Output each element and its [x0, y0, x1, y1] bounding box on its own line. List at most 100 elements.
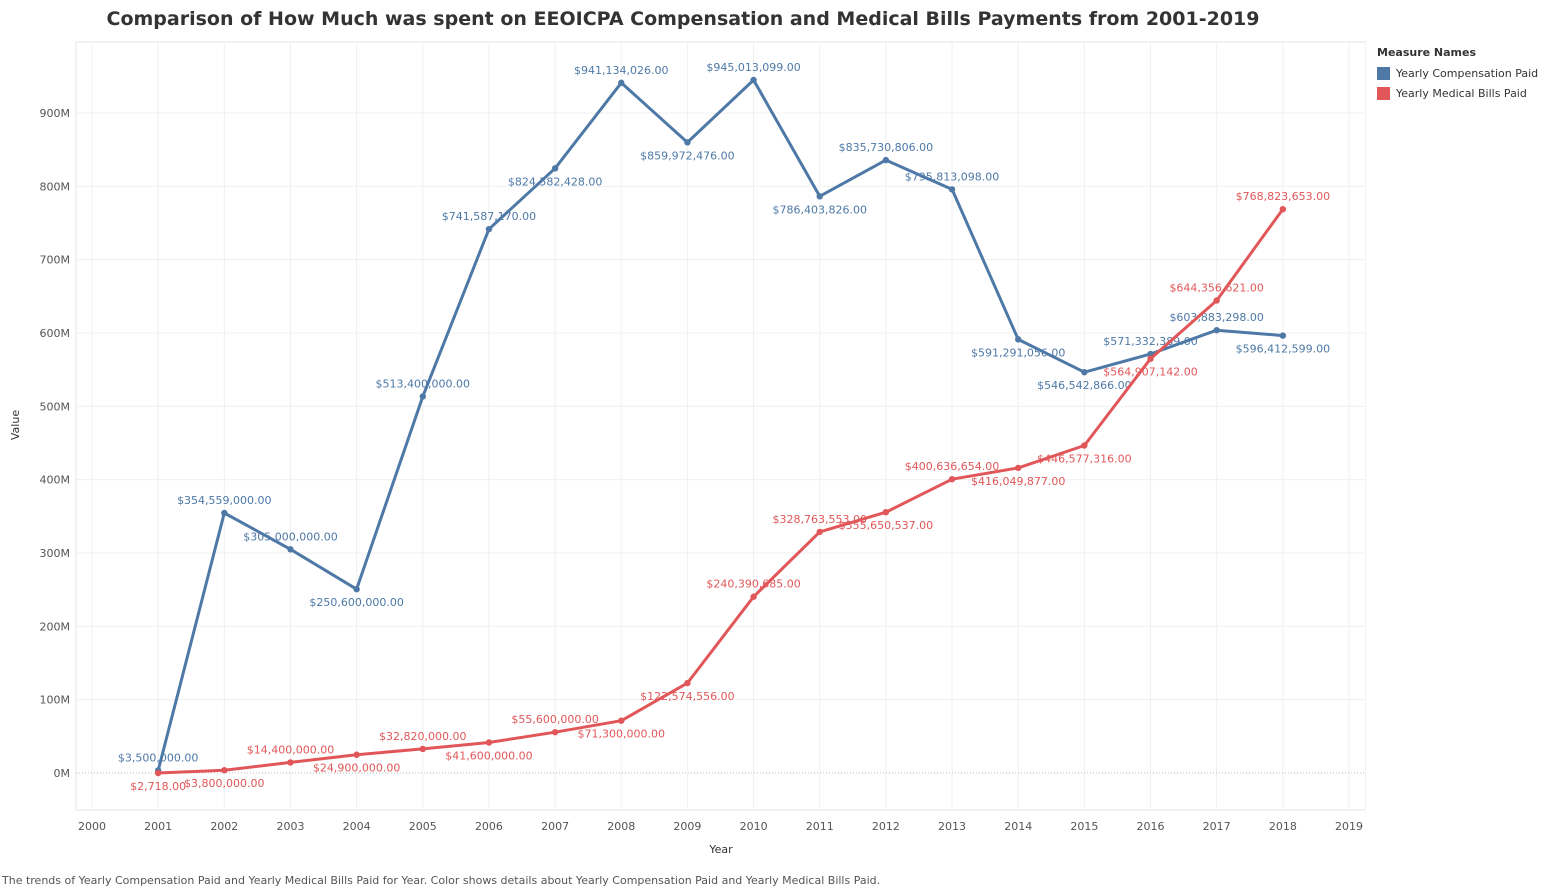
data-label: $3,500,000.00 [118, 751, 198, 764]
data-label: $546,542,866.00 [1037, 379, 1131, 392]
data-label: $941,134,026.00 [574, 64, 668, 77]
legend-item-medical[interactable]: Yearly Medical Bills Paid [1377, 83, 1538, 103]
data-label: $945,013,099.00 [706, 61, 800, 74]
x-tick-label: 2000 [78, 820, 106, 833]
data-label: $240,390,685.00 [706, 578, 800, 591]
data-label: $795,813,098.00 [905, 170, 999, 183]
legend-swatch-compensation [1377, 66, 1390, 80]
series-line-1 [158, 208, 1285, 775]
x-tick-label: 2001 [144, 820, 172, 833]
data-label: $122,574,556.00 [640, 690, 734, 703]
data-label: $786,403,826.00 [772, 203, 866, 216]
x-tick-label: 2017 [1203, 820, 1231, 833]
x-tick-label: 2004 [343, 820, 371, 833]
data-point [154, 769, 162, 777]
y-axis-title: Value [9, 410, 22, 440]
data-label: $250,600,000.00 [309, 596, 403, 609]
x-tick-label: 2003 [276, 820, 304, 833]
data-point [750, 76, 757, 84]
data-point [1213, 326, 1220, 334]
data-label: $71,300,000.00 [578, 728, 665, 741]
data-point [1213, 297, 1220, 304]
data-label: $24,900,000.00 [313, 762, 400, 775]
data-point [684, 679, 691, 687]
data-point [618, 717, 625, 724]
data-label: $3,800,000.00 [184, 777, 264, 790]
data-point [287, 759, 294, 766]
series-line-0 [156, 78, 1283, 771]
x-tick-label: 2002 [210, 820, 238, 833]
data-label: $416,049,877.00 [971, 475, 1065, 488]
line-chart: 2000 2001 2002 2003 2004 2005 2006 2007 2008 2009… [9, 41, 1366, 856]
x-tick-label: 2015 [1070, 820, 1098, 833]
data-point [1081, 369, 1088, 376]
legend-label-medical: Yearly Medical Bills Paid [1396, 86, 1527, 100]
y-tick-label: 600M [40, 327, 71, 340]
data-label: $564,907,142.00 [1103, 366, 1197, 379]
data-point [485, 739, 493, 746]
data-label: $2,718.00 [130, 780, 186, 793]
x-tick-label: 2006 [475, 820, 503, 833]
data-point [1279, 332, 1287, 339]
data-point [419, 745, 426, 753]
x-tick-label: 2014 [1004, 820, 1032, 833]
data-point [1147, 355, 1154, 362]
data-point [353, 586, 360, 593]
data-point [948, 186, 956, 193]
data-point [221, 509, 228, 517]
data-point [816, 528, 823, 536]
data-label: $859,972,476.00 [640, 149, 734, 162]
data-label: $644,356,621.00 [1169, 281, 1263, 294]
data-label: $305,000,000.00 [243, 530, 337, 543]
chart-caption: The trends of Yearly Compensation Paid a… [2, 874, 881, 887]
x-tick-label: 2013 [938, 820, 966, 833]
data-point [1015, 336, 1022, 343]
x-tick-label: 2012 [872, 820, 900, 833]
data-label: $400,636,654.00 [905, 460, 999, 473]
legend-item-compensation[interactable]: Yearly Compensation Paid [1377, 63, 1538, 83]
data-label: $768,823,653.00 [1236, 190, 1330, 203]
x-tick-label: 2011 [806, 820, 834, 833]
data-point [684, 139, 691, 146]
x-tick-label: 2008 [607, 820, 635, 833]
data-label: $354,559,000.00 [177, 494, 271, 507]
x-tick-label: 2018 [1269, 820, 1297, 833]
data-label: $355,650,537.00 [839, 519, 933, 532]
data-point [353, 751, 360, 758]
data-label: $14,400,000.00 [247, 743, 334, 756]
data-point [882, 508, 890, 516]
x-tick-label: 2005 [409, 820, 437, 833]
y-tick-label: 100M [40, 694, 71, 707]
data-label: $513,400,000.00 [376, 378, 470, 391]
x-tick-label: 2016 [1137, 820, 1165, 833]
data-label: $824,582,428.00 [508, 175, 602, 188]
data-label: $328,763,553.00 [772, 513, 866, 526]
data-point [948, 475, 956, 483]
y-tick-label: 200M [40, 620, 71, 633]
data-point [419, 393, 426, 400]
data-point [618, 79, 625, 87]
data-label: $596,412,599.00 [1236, 343, 1330, 356]
y-tick-label: 500M [40, 400, 71, 413]
legend-label-compensation: Yearly Compensation Paid [1396, 66, 1539, 80]
data-point [221, 767, 228, 774]
data-point [485, 225, 493, 233]
data-point [1015, 464, 1022, 472]
legend-swatch-medical [1377, 86, 1390, 100]
data-label: $835,730,806.00 [839, 141, 933, 154]
data-label: $741,587,170.00 [442, 210, 536, 223]
legend: Measure Names Yearly Compensation Paid Y… [1377, 46, 1538, 103]
data-point [1081, 442, 1088, 449]
y-tick-label: 800M [40, 180, 71, 193]
data-label: $55,600,000.00 [511, 713, 598, 726]
y-tick-label: 700M [40, 254, 71, 267]
x-tick-label: 2019 [1335, 820, 1363, 833]
data-label: $446,577,316.00 [1037, 453, 1131, 466]
data-label: $591,291,056.00 [971, 346, 1065, 359]
y-tick-label: 900M [40, 107, 71, 120]
data-label: $571,332,389.00 [1103, 335, 1197, 348]
data-point [551, 165, 559, 172]
data-point [882, 156, 890, 164]
data-point [287, 546, 294, 553]
data-point [551, 729, 559, 736]
